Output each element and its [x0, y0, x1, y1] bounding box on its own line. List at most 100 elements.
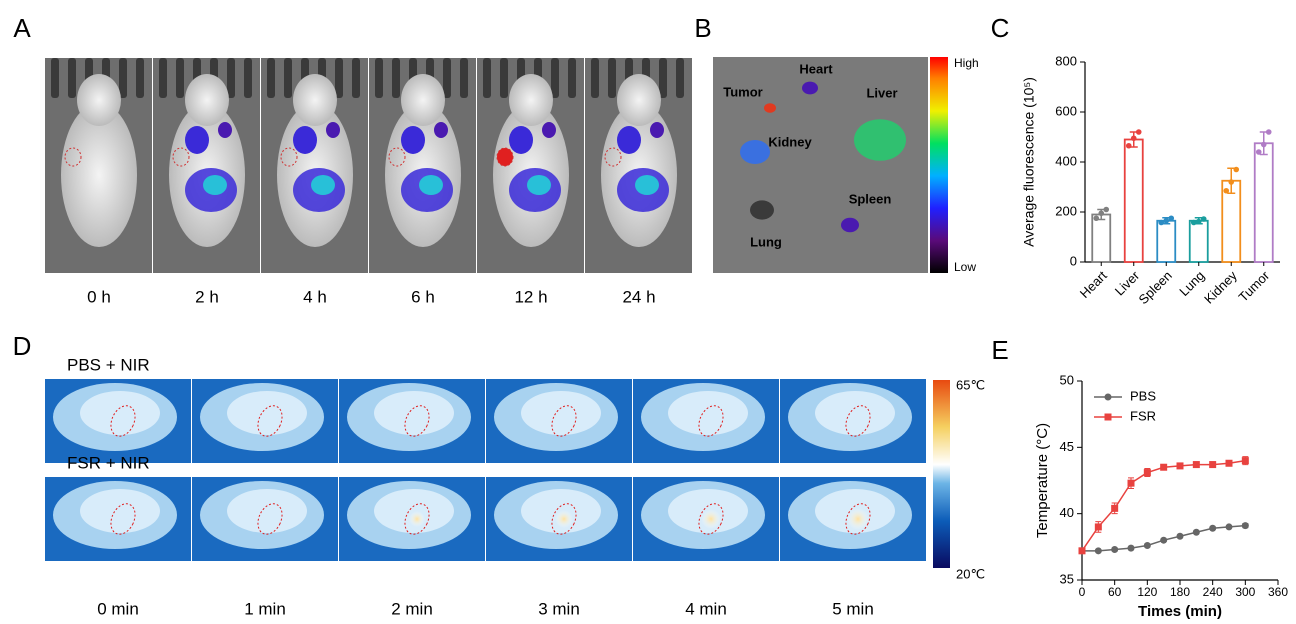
time-label: 2 min	[391, 599, 433, 618]
marker	[1128, 480, 1135, 487]
hot-spot	[701, 509, 721, 529]
signal	[419, 175, 443, 195]
signal	[434, 122, 448, 138]
signal	[617, 126, 641, 154]
organ-label: Spleen	[849, 191, 892, 206]
thermal-body	[80, 391, 160, 435]
cage-bar	[460, 58, 468, 98]
marker	[1111, 546, 1118, 553]
cage-bar	[352, 58, 360, 98]
cage-bar	[483, 58, 491, 98]
data-point	[1201, 216, 1207, 222]
cage-bar	[443, 58, 451, 98]
bar	[1255, 143, 1273, 262]
cage-bar	[335, 58, 343, 98]
time-label: 4 min	[685, 599, 727, 618]
marker	[1242, 522, 1249, 529]
time-label: 12 h	[514, 287, 547, 306]
cage-bar	[568, 58, 576, 98]
marker	[1193, 529, 1200, 536]
mouse-head	[617, 74, 661, 126]
data-point	[1131, 135, 1137, 141]
signal	[635, 175, 659, 195]
cage-bar	[591, 58, 599, 98]
colorbar-low: 20℃	[956, 566, 985, 581]
cage-bar	[267, 58, 275, 98]
time-label: 0 h	[87, 287, 111, 306]
cage-bar	[608, 58, 616, 98]
data-point	[1158, 220, 1164, 226]
organ	[740, 140, 770, 164]
data-point	[1136, 129, 1142, 135]
row-label: FSR + NIR	[67, 453, 150, 472]
cage-bar	[659, 58, 667, 98]
row-label: PBS + NIR	[67, 355, 150, 374]
x-tick-label: 0	[1079, 585, 1086, 599]
bar	[1125, 140, 1143, 263]
data-point	[1126, 143, 1132, 149]
organ	[802, 82, 818, 95]
time-label: 5 min	[832, 599, 874, 618]
y-tick-label: 200	[1055, 203, 1077, 218]
marker	[1095, 523, 1102, 530]
x-tick-label: 240	[1203, 585, 1223, 599]
data-point	[1196, 219, 1202, 225]
signal	[203, 175, 227, 195]
data-point	[1191, 220, 1197, 226]
data-point	[1228, 179, 1234, 185]
time-label: 6 h	[411, 287, 435, 306]
marker	[1209, 461, 1216, 468]
marker	[1242, 457, 1249, 464]
mouse-head	[509, 74, 553, 126]
y-tick-label: 45	[1060, 439, 1074, 454]
x-tick-label: 360	[1268, 585, 1288, 599]
thermal-body	[374, 391, 454, 435]
bar	[1092, 215, 1110, 263]
data-point	[1266, 129, 1272, 135]
tumor-circle	[497, 148, 513, 166]
organ	[854, 119, 906, 161]
mouse-head	[185, 74, 229, 126]
mouse-head	[77, 74, 121, 126]
signal	[509, 126, 533, 154]
signal	[542, 122, 556, 138]
marker	[1226, 523, 1233, 530]
legend-label: PBS	[1130, 388, 1156, 403]
panel-label: D	[13, 331, 32, 361]
organ-label: Tumor	[723, 84, 762, 99]
marker	[1079, 547, 1086, 554]
data-point	[1223, 188, 1229, 194]
colorbar-high: High	[954, 56, 979, 70]
signal	[185, 126, 209, 154]
signal	[650, 122, 664, 138]
thermal-body	[521, 391, 601, 435]
time-label: 24 h	[622, 287, 655, 306]
marker	[1209, 525, 1216, 532]
cage-bar	[51, 58, 59, 98]
y-tick-label: 40	[1060, 505, 1074, 520]
x-tick-label: 180	[1170, 585, 1190, 599]
marker	[1111, 505, 1118, 512]
marker	[1177, 462, 1184, 469]
data-point	[1103, 207, 1109, 213]
signal	[311, 175, 335, 195]
marker	[1193, 461, 1200, 468]
x-tick-label: 60	[1108, 585, 1122, 599]
signal	[293, 126, 317, 154]
colorbar-low: Low	[954, 260, 976, 274]
y-tick-label: 0	[1070, 253, 1077, 268]
marker	[1226, 460, 1233, 467]
signal	[401, 126, 425, 154]
cage-bar	[392, 58, 400, 98]
signal	[218, 122, 232, 138]
legend-marker	[1105, 394, 1112, 401]
x-axis-label: Times (min)	[1138, 603, 1222, 620]
cage-bar	[500, 58, 508, 98]
y-axis-label: Average fluorescence (10⁵)	[1021, 77, 1037, 247]
thermal-body	[668, 391, 748, 435]
thermal-body	[227, 489, 307, 533]
y-tick-label: 35	[1060, 571, 1074, 586]
x-tick-label: Tumor	[1235, 267, 1272, 304]
time-label: 0 min	[97, 599, 139, 618]
hot-spot	[409, 511, 425, 527]
